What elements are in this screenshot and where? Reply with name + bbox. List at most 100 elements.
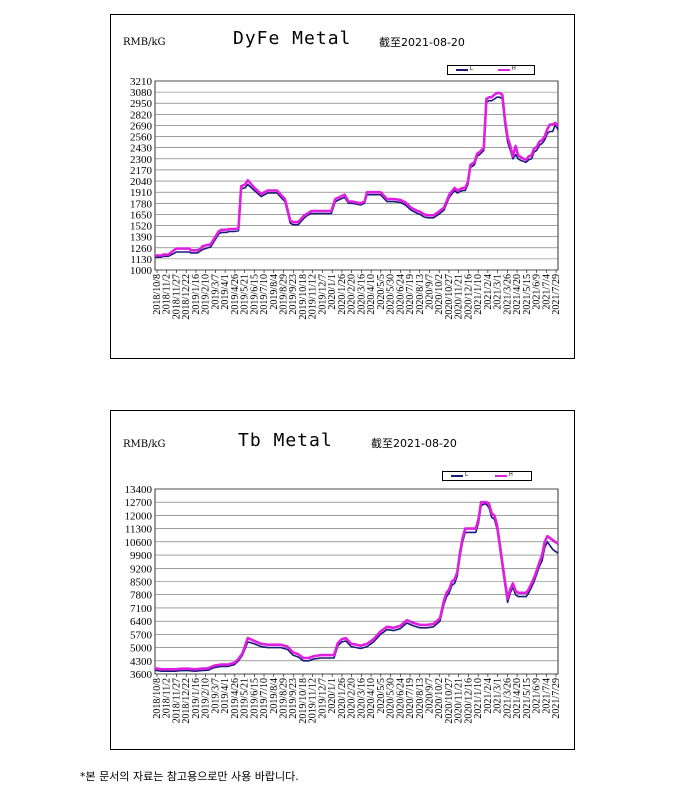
x-tick-label: 2018/11/27 [171,678,182,723]
x-tick-label: 2020/9/7 [424,274,435,310]
legend-label-l: L [465,472,468,478]
x-tick-label: 2019/3/7 [210,274,221,310]
y-tick-label: 11300 [125,524,153,536]
x-tick-label: 2019/8/29 [279,274,290,315]
x-tick-label: 2020/5/5 [376,678,387,714]
x-tick-label: 2019/12/7 [317,678,328,719]
y-tick-label: 5700 [130,629,153,641]
x-tick-label: 2020/5/5 [376,274,387,310]
x-tick-label: 2018/11/27 [171,274,182,319]
chart-panel-dyfe: RMB/kG DyFe Metal 截至2021-08-20 L H 1000 1… [110,14,575,359]
x-tick-label: 2020/6/24 [395,678,406,719]
y-tick-label: 9900 [130,550,153,562]
x-tick-label: 2020/10/2 [434,678,445,719]
y-tick-label: 12000 [125,510,153,522]
x-tick-label: 2020/12/16 [463,678,474,724]
x-tick-label: 2019/7/10 [259,678,270,719]
y-tick-label: 2560 [130,132,153,144]
unit-label: RMB/kG [123,37,166,48]
x-tick-label: 2021/3/1 [493,678,504,714]
x-tick-label: 2021/5/15 [522,678,533,719]
x-tick-label: 2019/11/12 [308,274,319,319]
y-tick-label: 1390 [130,232,153,244]
chart-title: Tb Metal [238,430,333,451]
x-tick-label: 2019/12/7 [317,274,328,315]
x-tick-label: 2019/5/21 [240,678,251,719]
x-tick-label: 2020/1/26 [337,678,348,719]
y-tick-label: 1910 [130,187,153,199]
x-tick-label: 2021/1/10 [473,678,484,719]
x-tick-label: 2021/1/10 [473,274,484,315]
y-tick-label: 7100 [130,603,153,615]
x-tick-label: 2021/4/20 [512,274,523,315]
plot-area [154,80,559,271]
y-tick-label: 13400 [125,484,153,496]
x-tick-label: 2020/11/21 [454,678,465,723]
x-tick-label: 2020/5/30 [386,678,397,719]
x-tick-label: 2019/9/23 [288,678,299,719]
x-tick-label: 2020/1/26 [337,274,348,315]
x-tick-label: 2020/5/30 [386,274,397,315]
x-tick-label: 2020/10/27 [444,678,455,724]
unit-label: RMB/kG [123,439,166,450]
y-tick-label: 3210 [130,76,153,88]
x-tick-label: 2018/10/8 [152,678,163,719]
y-tick-label: 2690 [130,120,153,132]
y-tick-label: 1780 [130,198,153,210]
x-tick-label: 2019/5/21 [240,274,251,315]
y-tick-label: 3080 [130,87,153,99]
x-tick-label: 2019/6/15 [249,274,260,315]
legend-swatch-l [456,69,468,71]
x-tick-label: 2019/8/29 [279,678,290,719]
x-tick-label: 2020/11/21 [454,274,465,319]
x-tick-label: 2021/6/9 [532,274,543,310]
series-line-l [154,503,559,673]
x-tick-label: 2020/12/16 [463,274,474,320]
x-tick-label: 2018/11/2 [162,274,173,314]
y-tick-label: 3600 [130,669,153,681]
x-tick-label: 2020/4/10 [366,274,377,315]
x-tick-label: 2021/7/29 [551,678,562,719]
x-tick-label: 2020/1/1 [327,274,338,310]
y-tick-label: 9200 [130,563,153,575]
x-tick-label: 2019/8/4 [269,274,280,310]
x-tick-label: 2020/3/16 [356,678,367,719]
x-tick-label: 2019/9/23 [288,274,299,315]
y-tick-label: 1130 [130,254,152,266]
x-tick-label: 2021/2/4 [483,678,494,714]
y-tick-label: 7800 [130,590,153,602]
y-tick-label: 1260 [130,243,153,255]
x-tick-label: 2018/12/22 [181,274,192,320]
series-line-h [154,500,559,671]
legend-swatch-h [498,69,510,71]
x-tick-label: 2018/10/8 [152,274,163,315]
x-tick-label: 2021/3/26 [502,678,513,719]
y-tick-label: 2170 [130,165,153,177]
legend-label-l: L [470,66,473,72]
x-tick-label: 2020/4/10 [366,678,377,719]
as-of-date: 截至2021-08-20 [371,437,457,450]
chart-legend: L H [447,65,535,75]
x-tick-label: 2021/7/4 [541,678,552,714]
y-tick-label: 2950 [130,98,153,110]
y-tick-label: 4300 [130,656,153,668]
y-tick-label: 10600 [125,537,153,549]
y-tick-label: 2430 [130,143,153,155]
x-tick-label: 2020/10/2 [434,274,445,315]
series-line-h [155,91,560,257]
x-tick-label: 2019/3/7 [210,678,221,714]
x-tick-label: 2019/10/18 [298,678,309,724]
x-tick-label: 2020/2/20 [347,678,358,719]
chart-plot-dyfe: 1000113012601390152016501780191020402170… [130,76,562,320]
y-tick-label: 5000 [130,643,153,655]
chart-panel-tb: RMB/kG Tb Metal 截至2021-08-20 L H 3600 430… [110,410,575,750]
x-tick-label: 2020/1/1 [327,678,338,714]
y-tick-label: 8500 [130,577,153,589]
x-tick-label: 2019/8/4 [269,678,280,714]
x-tick-label: 2020/8/13 [415,274,426,315]
x-tick-label: 2021/4/20 [512,678,523,719]
x-tick-label: 2019/4/1 [220,678,231,714]
x-tick-label: 2021/2/4 [483,274,494,310]
x-tick-label: 2021/5/15 [522,274,533,315]
